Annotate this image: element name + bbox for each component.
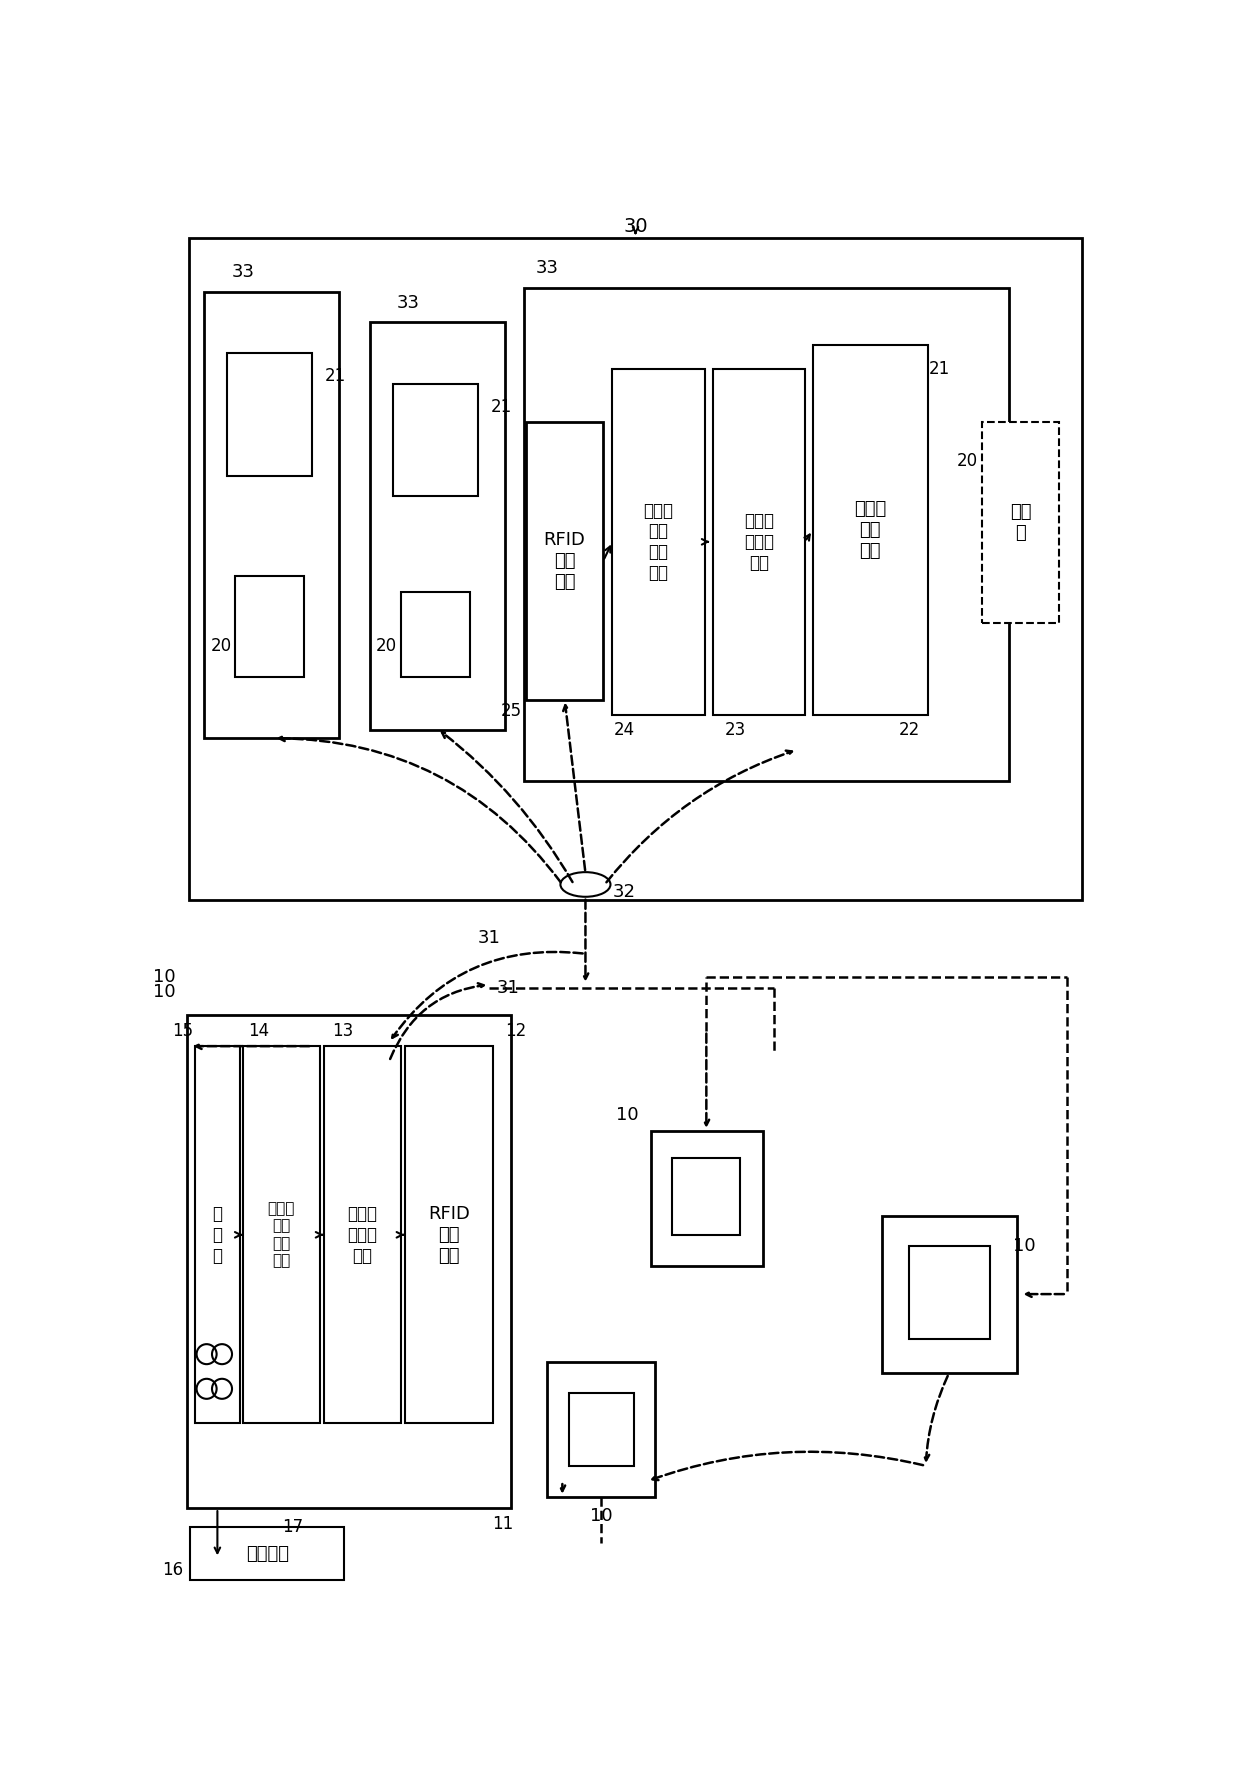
Text: 解锁器
编解码
电路: 解锁器 编解码 电路 (744, 511, 774, 572)
Bar (404, 1046, 494, 1423)
Text: 21: 21 (325, 367, 346, 384)
Text: 10: 10 (154, 967, 176, 985)
Text: 31: 31 (497, 980, 520, 998)
Text: RFID
发送
装置: RFID 发送 装置 (543, 531, 585, 590)
Text: 10: 10 (589, 1507, 613, 1525)
Text: 17: 17 (283, 1518, 304, 1536)
Bar (370, 322, 505, 731)
Bar (191, 1527, 345, 1581)
Text: 继
电
器: 继 电 器 (212, 1205, 222, 1264)
Bar (882, 1216, 1017, 1373)
Text: 解锁器
计算
控制
电路: 解锁器 计算 控制 电路 (644, 502, 673, 583)
Text: 射频卡
接收
装置: 射频卡 接收 装置 (854, 501, 887, 560)
Bar (227, 354, 312, 476)
Bar (909, 1246, 990, 1339)
Text: 11: 11 (492, 1514, 513, 1532)
Text: 21: 21 (929, 359, 950, 377)
Text: 举升装置: 举升装置 (246, 1545, 289, 1563)
Bar (188, 238, 1083, 899)
Text: 20: 20 (376, 637, 397, 654)
Text: 14: 14 (248, 1021, 269, 1041)
Bar (526, 422, 603, 699)
Bar (393, 384, 477, 495)
Text: 24: 24 (614, 722, 635, 740)
Bar (713, 368, 805, 715)
Text: 23: 23 (725, 722, 746, 740)
Text: 22: 22 (899, 722, 920, 740)
Bar (401, 592, 470, 676)
Text: 33: 33 (536, 259, 558, 277)
Text: 10: 10 (1013, 1237, 1035, 1255)
Ellipse shape (560, 873, 610, 898)
Bar (568, 1393, 634, 1466)
Text: 20: 20 (211, 637, 232, 654)
Text: 10: 10 (616, 1107, 639, 1125)
Text: 21: 21 (491, 399, 512, 417)
Text: 32: 32 (613, 883, 635, 901)
Bar (672, 1159, 740, 1236)
Text: 13: 13 (332, 1021, 353, 1041)
Text: 33: 33 (232, 263, 254, 281)
Bar (812, 345, 928, 715)
Bar (651, 1130, 763, 1266)
Text: 10: 10 (154, 983, 176, 1001)
Bar (195, 1046, 239, 1423)
Bar (236, 576, 304, 676)
Text: 15: 15 (172, 1021, 193, 1041)
Text: 锁紧器
编解码
电路: 锁紧器 编解码 电路 (347, 1205, 377, 1264)
Text: 锁紧器
计算
控制
电路: 锁紧器 计算 控制 电路 (268, 1202, 295, 1268)
Text: 射频
卡: 射频 卡 (1009, 502, 1032, 542)
Bar (243, 1046, 320, 1423)
Text: 16: 16 (162, 1561, 184, 1579)
Text: 31: 31 (477, 930, 501, 948)
Text: 25: 25 (501, 703, 522, 721)
Text: 30: 30 (624, 216, 647, 236)
Bar (523, 288, 1009, 781)
Bar (982, 422, 1059, 622)
Bar (324, 1046, 401, 1423)
Bar (187, 1016, 511, 1507)
Bar (205, 291, 339, 738)
Text: 20: 20 (957, 452, 978, 470)
Text: RFID
接收
装置: RFID 接收 装置 (428, 1205, 470, 1264)
Text: 12: 12 (506, 1021, 527, 1041)
Bar (547, 1362, 655, 1497)
Text: 33: 33 (397, 293, 420, 313)
Bar (613, 368, 704, 715)
